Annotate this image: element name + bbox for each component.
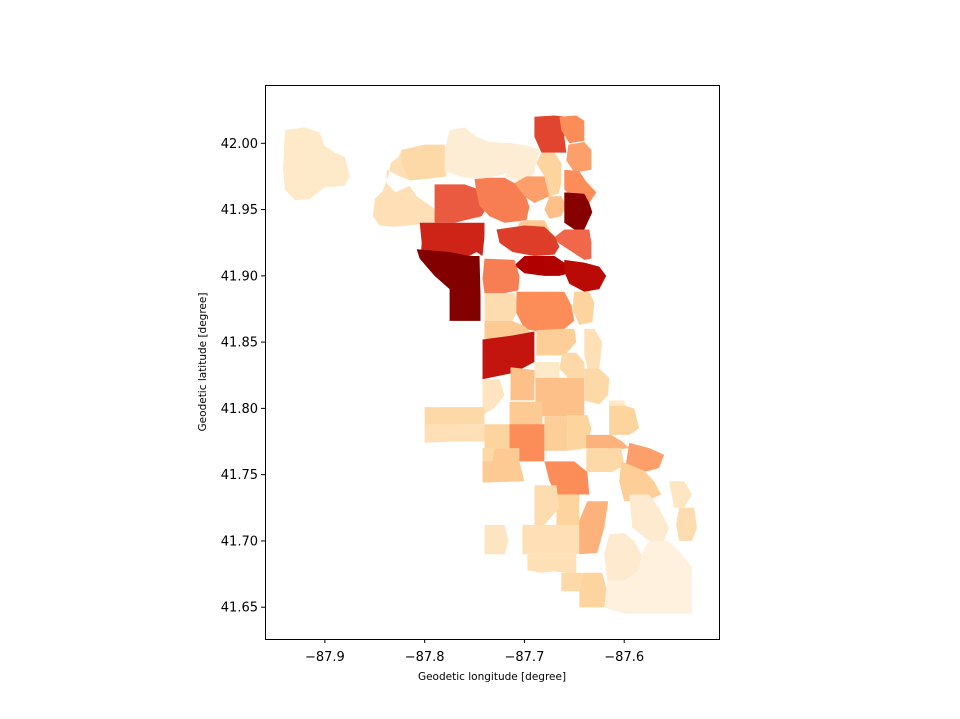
region-r39 <box>424 407 485 426</box>
region-r41 <box>509 401 543 426</box>
x-tick-label: −87.8 <box>405 650 445 665</box>
y-axis-label: Geodetic latitude [degree] <box>197 293 209 432</box>
region-r19 <box>496 225 560 256</box>
region-r13 <box>559 115 585 144</box>
region-r65 <box>676 507 697 541</box>
x-tick-label: −87.6 <box>604 650 644 665</box>
region-r51 <box>482 448 495 462</box>
region-r22 <box>482 258 520 294</box>
region-r53 <box>576 501 609 555</box>
region-r44 <box>544 416 568 451</box>
region-r29 <box>482 331 535 380</box>
region-r17 <box>552 229 592 260</box>
region-r18 <box>419 222 485 259</box>
neighborhood-regions <box>283 115 697 614</box>
region-r01 <box>283 127 350 201</box>
region-r36 <box>584 368 610 405</box>
region-r63 <box>669 481 693 508</box>
region-r25 <box>516 291 575 333</box>
region-r05 <box>489 142 540 184</box>
region-r04 <box>444 127 515 180</box>
y-tick-label: 41.70 <box>221 534 258 549</box>
x-axis-label: Geodetic longitude [degree] <box>418 671 566 683</box>
region-r61 <box>604 533 642 581</box>
region-r12 <box>534 115 567 153</box>
y-axis-ticks: 41.65 41.70 41.75 41.80 41.85 41.90 41.95 42.00 <box>221 137 265 616</box>
region-r24 <box>484 293 519 321</box>
region-r34 <box>510 367 535 401</box>
y-tick-label: 41.75 <box>221 468 258 483</box>
region-r58 <box>527 554 577 575</box>
region-r35 <box>535 377 585 417</box>
region-r40 <box>424 424 485 443</box>
region-r49 <box>619 461 662 502</box>
region-r16 <box>564 192 593 230</box>
region-r38 <box>609 405 640 435</box>
x-tick-label: −87.9 <box>305 650 345 665</box>
region-r62 <box>629 494 670 541</box>
region-r31 <box>559 352 585 380</box>
region-r30 <box>584 328 603 376</box>
axes-frame <box>265 85 720 640</box>
region-r64 <box>604 540 693 614</box>
region-r14 <box>566 142 592 173</box>
region-r46 <box>586 434 630 451</box>
y-tick-label: 41.95 <box>221 203 258 218</box>
region-r26 <box>572 291 595 325</box>
x-tick-label: −87.7 <box>505 650 545 665</box>
y-tick-label: 41.80 <box>221 402 258 417</box>
region-r60 <box>579 572 608 608</box>
region-r54 <box>556 494 580 525</box>
region-r48 <box>586 448 625 472</box>
region-r55 <box>534 485 560 525</box>
region-r32 <box>534 362 560 380</box>
x-axis-ticks: −87.9 −87.8 −87.7 −87.6 <box>305 639 644 665</box>
region-r06 <box>434 184 490 223</box>
region-r56 <box>522 525 580 555</box>
region-r07 <box>474 177 530 223</box>
region-r45 <box>567 415 592 451</box>
region-r59 <box>561 572 585 592</box>
region-r57 <box>484 525 509 555</box>
region-r11 <box>536 152 562 197</box>
region-r28 <box>536 328 577 356</box>
region-r33 <box>482 379 505 415</box>
region-r08 <box>514 176 550 203</box>
region-r03 <box>401 144 447 181</box>
region-r21 <box>564 259 607 292</box>
y-tick-label: 41.65 <box>221 601 258 616</box>
y-tick-label: 42.00 <box>221 137 258 152</box>
region-r20 <box>514 256 570 276</box>
y-tick-label: 41.90 <box>221 269 258 284</box>
y-tick-label: 41.85 <box>221 336 258 351</box>
region-r23 <box>416 249 481 321</box>
region-r42 <box>484 424 510 449</box>
region-r10 <box>544 196 567 219</box>
